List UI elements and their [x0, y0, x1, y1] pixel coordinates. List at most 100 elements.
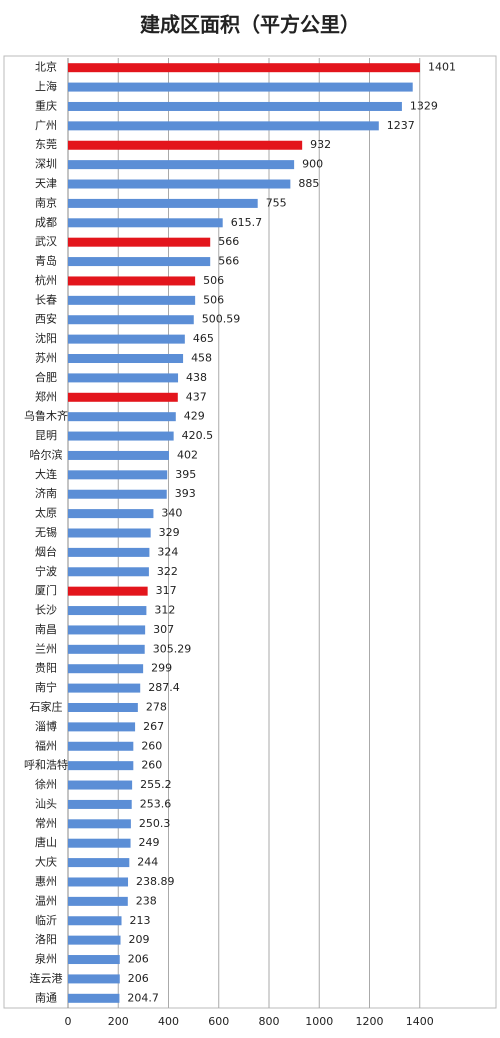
y-tick-label: 南宁: [35, 680, 57, 694]
y-tick-label: 武汉: [35, 235, 57, 248]
value-label: 437: [186, 390, 207, 403]
y-tick-label: 天津: [35, 177, 57, 190]
y-tick-label: 连云港: [30, 972, 63, 985]
value-label: 299: [151, 662, 172, 675]
value-label: 305.29: [153, 642, 192, 655]
y-tick-label: 临沂: [35, 913, 57, 927]
value-label: 317: [156, 584, 177, 597]
y-tick-label: 郑州: [35, 389, 57, 403]
y-tick-label: 厦门: [35, 583, 57, 597]
y-tick-label: 哈尔滨: [30, 447, 63, 461]
bar: [68, 489, 167, 499]
y-tick-label: 洛阳: [35, 932, 57, 946]
y-tick-label: 石家庄: [30, 699, 63, 713]
x-tick-label: 1000: [305, 1015, 333, 1028]
y-tick-label: 汕头: [35, 797, 57, 810]
bar: [68, 82, 413, 92]
value-label: 566: [218, 255, 239, 268]
bar: [68, 470, 168, 480]
value-label: 755: [266, 196, 287, 209]
bar: [68, 276, 196, 286]
value-label: 209: [129, 933, 150, 946]
x-tick-label: 1200: [356, 1015, 384, 1028]
bar: [68, 858, 130, 868]
x-tick-label: 600: [208, 1015, 229, 1028]
value-label: 255.2: [140, 778, 172, 791]
value-label: 429: [184, 410, 205, 423]
value-label: 340: [161, 507, 182, 520]
bar: [68, 606, 147, 616]
bar: [68, 780, 133, 790]
y-tick-label: 昆明: [35, 429, 57, 442]
value-label: 458: [191, 352, 212, 365]
value-label: 329: [159, 526, 180, 539]
value-label: 1401: [428, 61, 456, 74]
value-label: 278: [146, 700, 167, 713]
bar: [68, 722, 136, 732]
value-label: 1237: [387, 119, 415, 132]
value-label: 932: [310, 138, 331, 151]
y-tick-label: 泉州: [35, 952, 57, 966]
y-tick-label: 无锡: [35, 525, 57, 539]
bar: [68, 741, 134, 751]
bar: [68, 160, 295, 170]
bar: [68, 295, 196, 305]
value-label: 322: [157, 565, 178, 578]
y-tick-label: 深圳: [35, 158, 57, 171]
x-tick-label: 200: [108, 1015, 129, 1028]
value-label: 206: [128, 972, 149, 985]
value-label: 249: [139, 836, 160, 849]
bar: [68, 140, 303, 150]
y-tick-label: 南昌: [35, 623, 57, 636]
bar: [68, 198, 258, 208]
y-tick-label: 徐州: [35, 777, 57, 791]
value-label: 395: [175, 468, 196, 481]
y-tick-label: 长春: [35, 293, 57, 306]
y-tick-label: 南京: [35, 195, 57, 209]
bar: [68, 121, 379, 131]
bar: [68, 237, 211, 247]
y-tick-label: 贵阳: [35, 662, 57, 675]
value-label: 566: [218, 235, 239, 248]
value-label: 1329: [410, 99, 438, 112]
value-label: 506: [203, 274, 224, 287]
value-label: 253.6: [140, 797, 172, 810]
value-label: 885: [298, 177, 319, 190]
x-tick-label: 1400: [406, 1015, 434, 1028]
y-tick-label: 兰州: [35, 642, 57, 655]
bar: [68, 101, 402, 111]
y-tick-label: 大庆: [35, 855, 57, 869]
y-tick-label: 淄博: [35, 720, 57, 733]
y-tick-label: 南通: [35, 991, 57, 1004]
value-label: 506: [203, 293, 224, 306]
frame: [3, 55, 497, 1009]
bar: [68, 799, 132, 809]
bar: [68, 509, 154, 519]
bar: [68, 354, 184, 364]
value-label: 238: [136, 894, 157, 907]
x-tick-label: 400: [158, 1015, 179, 1028]
value-label: 500.59: [202, 313, 241, 326]
bar: [68, 450, 170, 460]
bar: [68, 315, 194, 325]
bar: [68, 63, 421, 73]
bar: [68, 257, 211, 267]
bar: [68, 896, 128, 906]
value-label: 213: [130, 914, 151, 927]
y-tick-label: 上海: [35, 79, 57, 93]
y-tick-label: 沈阳: [35, 331, 57, 345]
y-tick-label: 成都: [35, 216, 57, 229]
value-label: 250.3: [139, 817, 171, 830]
bar: [68, 993, 120, 1003]
value-label: 206: [128, 953, 149, 966]
value-label: 204.7: [127, 991, 159, 1004]
value-label: 420.5: [182, 429, 214, 442]
value-label: 615.7: [231, 216, 263, 229]
y-tick-label: 福州: [35, 738, 57, 752]
y-tick-label: 苏州: [35, 352, 57, 365]
value-label: 267: [143, 720, 164, 733]
bar: [68, 702, 138, 712]
value-label: 900: [302, 158, 323, 171]
y-tick-label: 惠州: [35, 874, 57, 888]
